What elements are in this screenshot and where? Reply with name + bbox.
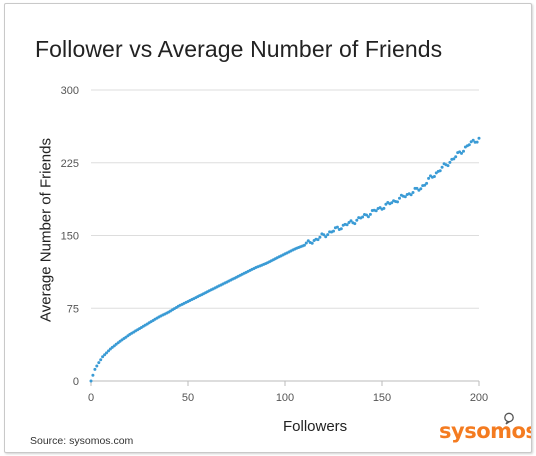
data-point [409,193,413,197]
data-point [332,229,335,233]
y-tick-label: 300 [61,85,79,97]
chart-title: Follower vs Average Number of Friends [35,36,443,62]
data-point [368,212,372,216]
x-axis-label: Followers [283,418,348,435]
data-point [390,201,394,205]
y-tick-label: 225 [61,158,79,170]
data-point [440,165,444,169]
data-point [91,373,95,377]
x-tick-label: 150 [373,392,391,404]
data-point [353,222,357,226]
data-point [423,183,427,187]
data-point [105,351,108,355]
sysomos-logo: sysomos [439,419,532,443]
data-point [339,227,343,231]
data-point [432,175,436,178]
data-point [310,241,314,245]
data-point [355,218,359,222]
data-point [89,379,93,383]
data-point [365,213,368,217]
data-point [403,195,407,199]
data-point [99,358,103,362]
data-point [324,235,328,239]
data-point [425,181,429,185]
y-tick-label: 75 [67,303,79,315]
data-point [415,186,419,190]
data-point [304,241,308,245]
data-point [107,349,110,353]
data-point [322,233,326,237]
data-point [103,353,107,357]
data-point [382,206,386,210]
y-ticks: 0 75 150 225 300 [61,85,79,388]
data-point [97,361,101,365]
y-axis-label: Average Number of Friends [37,138,55,322]
data-point [345,223,349,227]
data-point [306,239,310,243]
data-point [347,221,351,224]
data-point [462,149,465,153]
data-point [438,169,442,173]
chart-plot: 0 75 150 225 300 0 50 100 150 200 [61,85,489,404]
data-point [93,367,97,371]
gridlines [91,89,479,309]
data-point [475,140,479,144]
data-point [316,238,320,242]
data-point [427,176,431,180]
speech-bubble-icon [504,412,514,425]
data-point [366,215,370,219]
data-point [374,209,378,213]
data-point [95,364,99,368]
data-point [335,225,339,229]
data-point [460,151,463,155]
chart-frame: Follower vs Average Number of Friends 0 7… [4,3,532,453]
data-point [396,200,399,204]
data-point [411,191,415,194]
x-tick-label: 200 [470,392,488,404]
data-point [446,164,450,168]
y-tick-label: 150 [61,231,79,243]
data-point [101,355,105,359]
data-point [398,196,401,200]
data-point [361,215,365,219]
source-note: Source: sysomos.com [30,435,134,447]
data-point [419,187,423,191]
data-point [467,143,471,147]
data-point [477,136,481,140]
x-ticks: 0 50 100 150 200 [88,381,488,404]
x-tick-label: 50 [182,392,194,404]
data-point [454,155,458,159]
data-point [349,219,353,223]
data-point [452,157,456,161]
data-point [471,138,475,142]
x-tick-label: 100 [276,392,294,404]
data-point [326,233,330,237]
data-point [302,243,306,247]
data-point [318,235,322,239]
y-tick-label: 0 [73,376,79,388]
data-points [89,136,481,383]
x-tick-label: 0 [88,392,94,404]
data-point [448,160,452,164]
